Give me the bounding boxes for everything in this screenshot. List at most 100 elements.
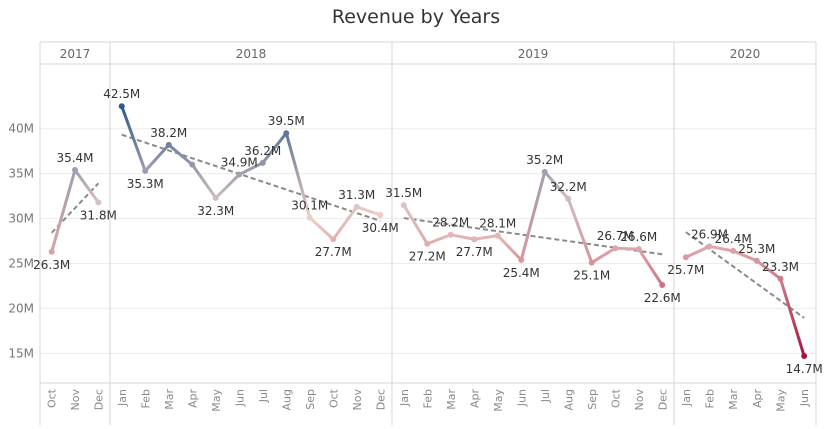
data-label: 28.2M — [432, 216, 469, 230]
y-tick-label: 25M — [8, 256, 34, 270]
data-point — [424, 240, 431, 247]
pane-header-2019: 2019 — [518, 47, 549, 61]
data-point — [283, 130, 290, 137]
x-tick-label: Oct — [327, 388, 340, 408]
data-label: 30.1M — [291, 199, 328, 213]
data-point — [706, 243, 713, 250]
x-tick-label: Feb — [704, 389, 717, 408]
series-segment — [496, 234, 523, 262]
x-tick-label: May — [775, 389, 788, 412]
data-point — [518, 256, 525, 263]
data-point — [494, 232, 501, 239]
series-segment — [755, 259, 782, 281]
data-label: 28.1M — [479, 217, 516, 231]
series-segment — [261, 131, 288, 165]
data-point — [612, 245, 619, 252]
x-tick-label: Mar — [163, 389, 176, 410]
data-label: 22.6M — [644, 291, 681, 305]
data-point — [189, 161, 196, 168]
x-tick-label: Jun — [233, 389, 246, 407]
x-tick-label: Jun — [515, 389, 528, 407]
data-label: 31.8M — [80, 208, 117, 222]
x-tick-label: Sep — [586, 389, 599, 410]
x-tick-label: Dec — [92, 389, 105, 410]
x-tick-label: May — [492, 389, 505, 412]
trend-line — [685, 231, 805, 319]
data-label: 25.1M — [573, 269, 610, 283]
data-label: 26.6M — [620, 230, 657, 244]
x-tick-label: Nov — [351, 389, 364, 411]
data-label: 36.2M — [244, 144, 281, 158]
pane-header-2020: 2020 — [730, 47, 761, 61]
series-segment — [566, 197, 594, 265]
x-tick-label: Jun — [798, 389, 811, 407]
x-tick-label: Nov — [633, 389, 646, 411]
data-label: 31.5M — [385, 186, 422, 200]
x-tick-label: Jul — [539, 389, 552, 403]
x-tick-label: Feb — [421, 389, 434, 408]
x-tick-label: Jul — [257, 389, 270, 403]
series-segment — [143, 143, 171, 173]
data-label: 27.7M — [315, 245, 352, 259]
data-label: 35.4M — [56, 151, 93, 165]
x-tick-label: Nov — [69, 389, 82, 411]
series-segment — [190, 163, 218, 200]
x-tick-label: Aug — [280, 389, 293, 410]
data-label: 27.7M — [456, 245, 493, 259]
data-point — [635, 246, 642, 253]
data-point — [588, 259, 595, 266]
data-point — [400, 202, 407, 209]
series-segment — [590, 246, 617, 265]
data-label: 32.3M — [197, 204, 234, 218]
series-segment — [120, 104, 147, 173]
data-label: 42.5M — [103, 87, 140, 101]
data-point — [118, 103, 125, 110]
data-label: 26.9M — [691, 227, 728, 241]
x-tick-label: May — [210, 389, 223, 412]
data-label: 23.3M — [762, 260, 799, 274]
y-tick-label: 40M — [8, 122, 34, 136]
series-segment — [449, 233, 476, 241]
data-point — [682, 254, 689, 261]
x-tick-label: Jan — [680, 389, 693, 407]
data-label: 27.2M — [409, 250, 446, 264]
pane-header-2018: 2018 — [236, 47, 267, 61]
data-point — [659, 282, 666, 289]
x-tick-label: Mar — [727, 389, 740, 410]
series-segment — [637, 247, 664, 287]
data-label: 14.7M — [786, 362, 823, 376]
data-label: 39.5M — [268, 114, 305, 128]
data-point — [236, 171, 243, 178]
data-point — [447, 231, 454, 238]
series-segment — [50, 168, 77, 254]
x-tick-label: Oct — [609, 388, 622, 408]
data-point — [95, 199, 102, 206]
x-tick-label: Jan — [398, 389, 411, 407]
y-tick-label: 15M — [8, 346, 34, 360]
data-point — [259, 159, 266, 166]
series-segment — [167, 143, 194, 167]
data-label: 25.3M — [738, 242, 775, 256]
series-segment — [613, 246, 641, 251]
series-segment — [402, 203, 429, 246]
data-point — [730, 247, 737, 254]
series-segment — [214, 173, 241, 200]
data-point — [471, 236, 478, 243]
pane-header-2017: 2017 — [60, 47, 91, 61]
series-segment — [331, 205, 359, 241]
data-label: 32.2M — [550, 180, 587, 194]
data-label: 26.7M — [597, 229, 634, 243]
data-point — [353, 203, 360, 210]
data-label: 35.3M — [127, 177, 164, 191]
data-point — [165, 141, 172, 148]
data-point — [212, 194, 219, 201]
series-segment — [284, 131, 312, 220]
series-segment — [519, 170, 547, 262]
chart-title: Revenue by Years — [331, 6, 501, 28]
data-label: 34.9M — [221, 156, 258, 170]
series-segment — [425, 233, 453, 246]
data-point — [330, 236, 337, 243]
x-tick-label: Feb — [139, 389, 152, 408]
